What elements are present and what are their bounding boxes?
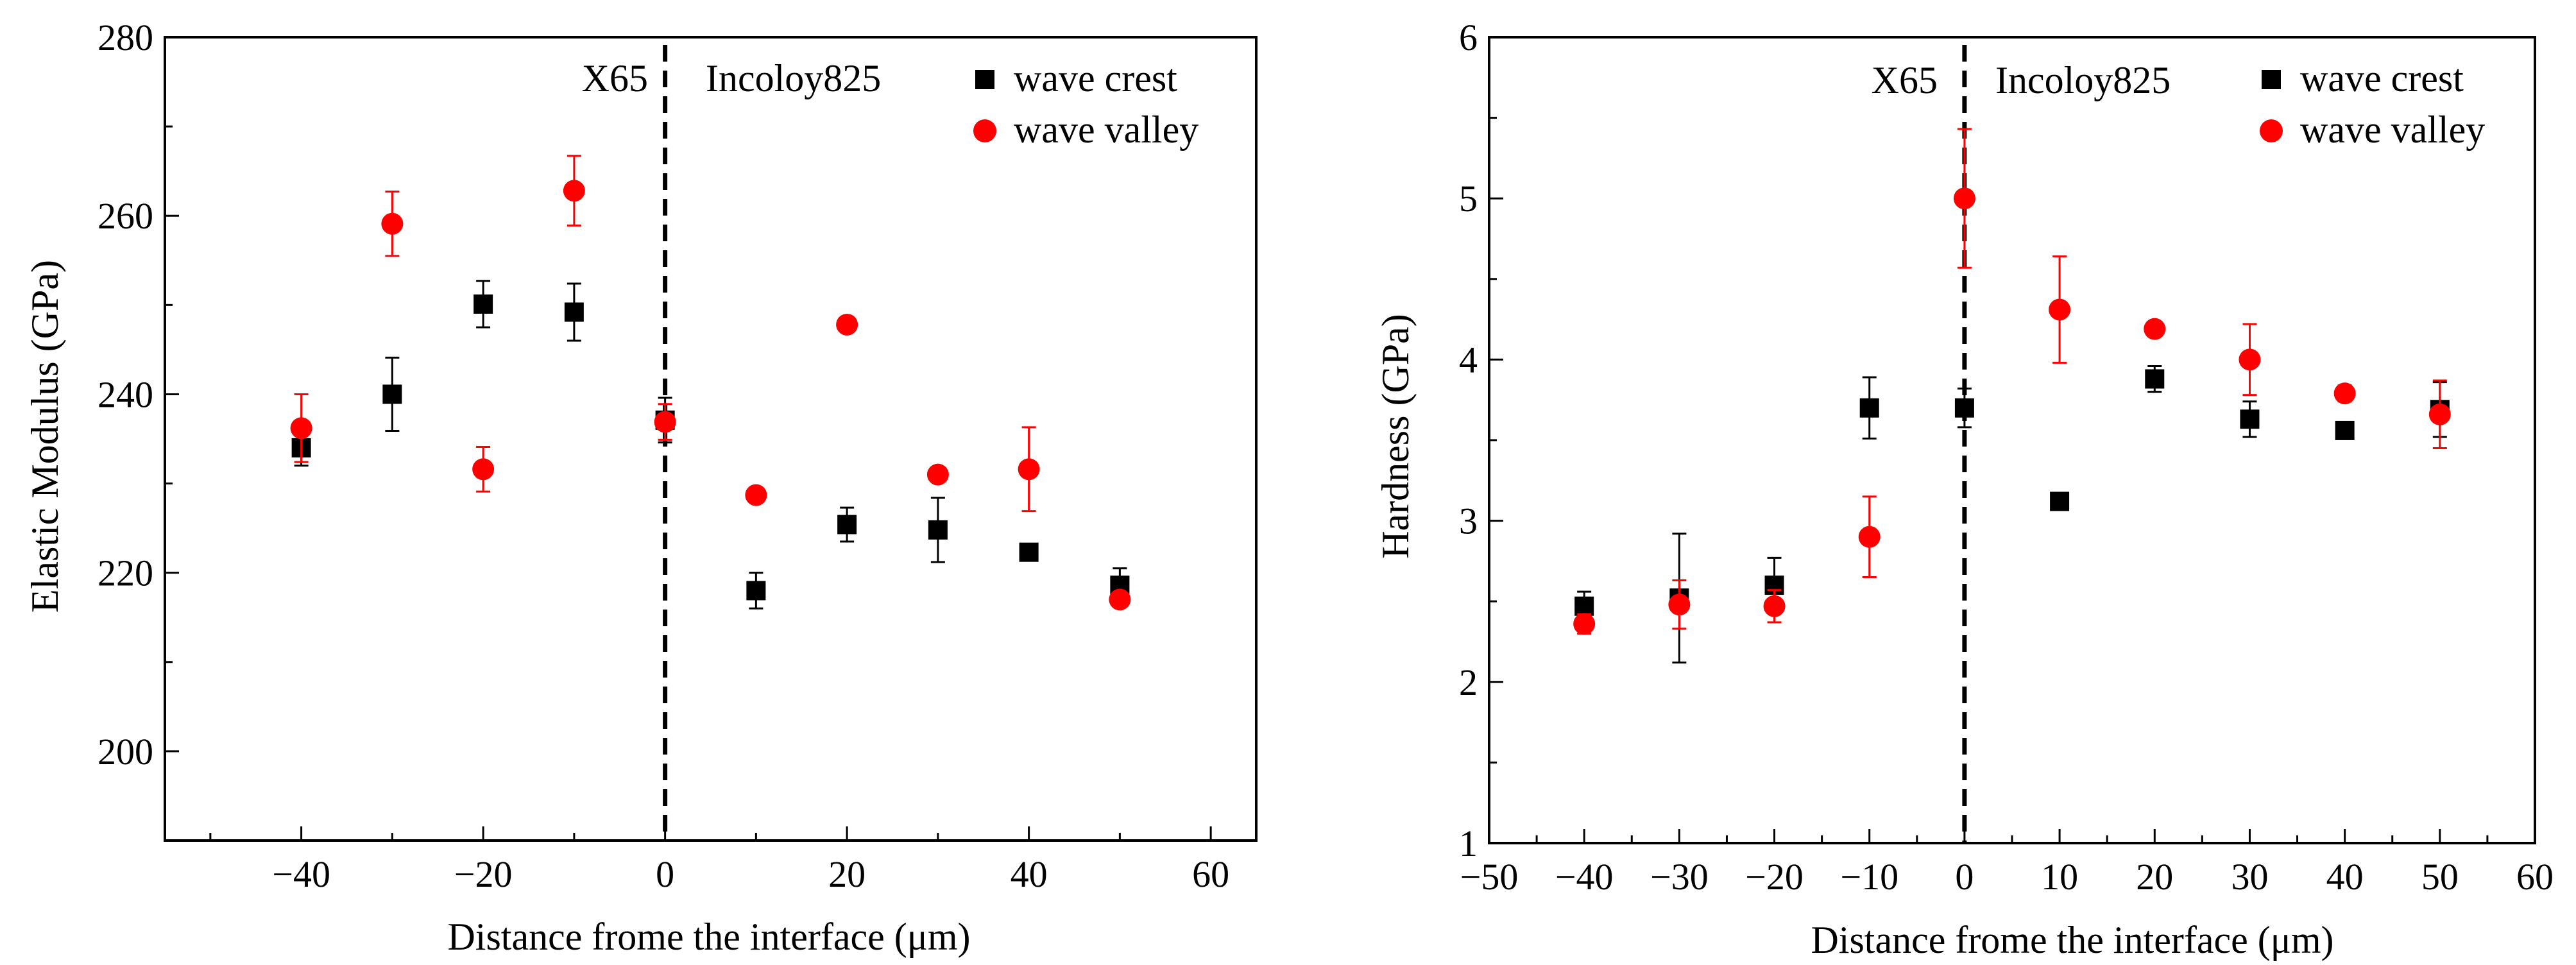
plot-frame (164, 36, 1258, 842)
data-point-wave-crest (382, 384, 402, 404)
annotation-incoloy825: Incoloy825 (1995, 59, 2171, 101)
x-axis-label: Distance frome the interface (μm) (447, 916, 970, 958)
legend-marker-wave-crest (2262, 70, 2281, 89)
legend-marker-wave-valley (973, 119, 996, 142)
legend-marker-wave-valley (2260, 119, 2283, 142)
annotation-x65: X65 (1872, 59, 1938, 101)
x-tick-label: 20 (828, 853, 866, 895)
legend-marker-wave-crest (975, 70, 994, 89)
x-tick-label: 60 (2516, 856, 2554, 898)
y-tick-label: 2 (1459, 662, 1478, 703)
annotation-x65: X65 (582, 57, 648, 99)
legend-label-wave-crest: wave crest (2300, 57, 2464, 99)
x-tick-label: −50 (1460, 856, 1519, 898)
y-axis-label: Elastic Modulus (GPa) (24, 260, 66, 613)
data-point-wave-valley (563, 180, 585, 202)
y-tick-label: 280 (98, 17, 153, 58)
data-point-wave-valley (2049, 298, 2071, 321)
data-point-wave-valley (745, 484, 767, 506)
y-tick-label: 6 (1459, 17, 1478, 58)
x-tick-label: 60 (1192, 853, 1229, 895)
y-axis-label: Hardness (GPa) (1374, 314, 1417, 559)
legend-label-wave-valley: wave valley (2300, 108, 2485, 151)
x-tick-label: −10 (1840, 856, 1898, 898)
x-axis-label: Distance frome the interface (μm) (1811, 919, 2333, 961)
y-tick-label: 5 (1459, 178, 1478, 219)
y-tick-label: 260 (98, 195, 153, 237)
x-tick-label: 20 (2136, 856, 2173, 898)
data-point-wave-valley (1573, 613, 1596, 635)
y-tick-label: 4 (1459, 339, 1478, 380)
data-point-wave-valley (836, 313, 858, 336)
data-point-wave-valley (381, 212, 404, 235)
elastic-modulus-chart: Elastic Modulus (GPa) Distance frome the… (24, 17, 1258, 958)
data-point-wave-crest (473, 294, 493, 314)
data-point-wave-valley (1109, 588, 1131, 611)
data-point-wave-valley (1953, 187, 1975, 210)
data-point-wave-valley (472, 458, 495, 481)
plot-frame (1488, 36, 2536, 844)
data-point-wave-valley (2428, 403, 2451, 425)
data-point-wave-crest (746, 581, 766, 601)
x-tick-label: −20 (454, 853, 513, 895)
annotation-incoloy825: Incoloy825 (706, 57, 881, 99)
data-point-wave-valley (1668, 594, 1691, 616)
data-point-wave-crest (1954, 398, 1974, 418)
y-tick-label: 1 (1459, 823, 1478, 864)
data-point-wave-crest (2050, 491, 2070, 511)
data-point-wave-valley (926, 463, 949, 486)
x-tick-label: −40 (1555, 856, 1614, 898)
data-point-wave-crest (2335, 420, 2355, 440)
data-point-wave-crest (837, 515, 857, 534)
data-point-wave-crest (2145, 369, 2165, 389)
x-tick-label: 40 (1011, 853, 1048, 895)
legend-label-wave-valley: wave valley (1014, 108, 1198, 151)
data-point-wave-crest (564, 302, 584, 322)
x-tick-label: 40 (2326, 856, 2364, 898)
x-tick-label: −30 (1650, 856, 1709, 898)
y-tick-label: 240 (98, 373, 153, 415)
data-point-wave-crest (1574, 596, 1594, 616)
data-point-wave-valley (1018, 458, 1040, 481)
x-tick-label: 0 (656, 853, 674, 895)
data-point-wave-valley (2239, 348, 2261, 371)
data-point-wave-valley (2333, 382, 2356, 405)
data-point-wave-crest (1019, 542, 1039, 562)
x-tick-label: 30 (2231, 856, 2268, 898)
legend-label-wave-crest: wave crest (1014, 57, 1177, 99)
x-tick-label: −20 (1745, 856, 1804, 898)
data-point-wave-valley (1858, 525, 1881, 548)
data-point-wave-valley (2144, 318, 2166, 340)
data-point-wave-valley (654, 411, 676, 433)
x-tick-label: −40 (272, 853, 330, 895)
data-point-wave-crest (1859, 398, 1879, 418)
data-point-wave-valley (1763, 595, 1786, 617)
x-tick-label: 50 (2421, 856, 2459, 898)
y-tick-label: 200 (98, 731, 153, 773)
y-tick-label: 220 (98, 552, 153, 594)
hardness-chart: Hardness (GPa) Distance frome the interf… (1374, 17, 2554, 961)
data-point-wave-crest (2240, 409, 2260, 429)
data-point-wave-valley (290, 417, 312, 440)
x-tick-label: 10 (2041, 856, 2078, 898)
x-tick-label: 0 (1955, 856, 1974, 898)
data-point-wave-crest (928, 520, 948, 540)
y-tick-label: 3 (1459, 500, 1478, 542)
